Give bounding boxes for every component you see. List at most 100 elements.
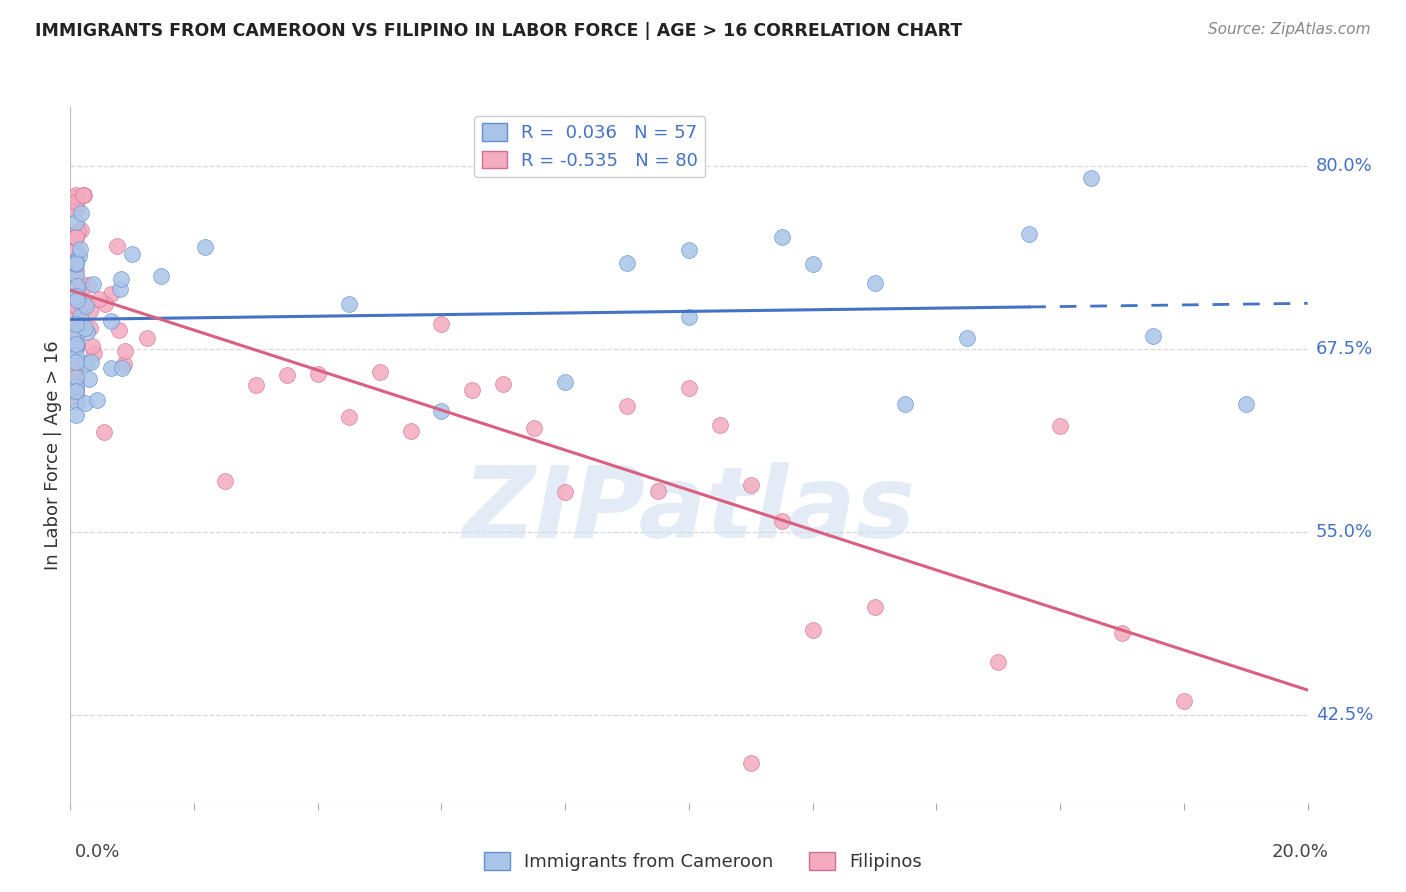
Point — [65, 355, 87, 369]
Point — [1049, 419, 1071, 434]
Point — [65, 230, 87, 244]
Point — [1234, 396, 1257, 410]
Point — [65, 293, 87, 307]
Point — [66, 337, 89, 351]
Point — [65, 288, 87, 302]
Point — [214, 475, 236, 489]
Point — [76, 326, 98, 340]
Point — [65, 357, 87, 371]
Point — [1173, 694, 1195, 708]
Point — [65, 231, 87, 245]
Point — [77, 372, 100, 386]
Point — [430, 317, 453, 331]
Point — [65, 338, 87, 352]
Point — [114, 343, 136, 358]
Point — [65, 341, 87, 355]
Point — [554, 485, 576, 500]
Point — [66, 278, 89, 293]
Point — [492, 377, 515, 392]
Point — [770, 514, 793, 528]
Point — [65, 214, 87, 228]
Point — [65, 359, 87, 374]
Point — [66, 395, 89, 409]
Point — [863, 599, 886, 614]
Point — [194, 240, 217, 254]
Point — [67, 249, 90, 263]
Point — [70, 223, 93, 237]
Point — [678, 310, 700, 324]
Point — [399, 424, 422, 438]
Point — [65, 375, 87, 389]
Point — [956, 330, 979, 344]
Point — [100, 286, 122, 301]
Point — [770, 230, 793, 244]
Point — [461, 384, 484, 398]
Point — [65, 330, 87, 344]
Point — [430, 404, 453, 418]
Point — [523, 421, 546, 435]
Point — [77, 278, 100, 293]
Point — [65, 257, 87, 271]
Point — [65, 188, 87, 202]
Point — [65, 376, 87, 391]
Point — [65, 384, 87, 398]
Point — [65, 284, 87, 298]
Point — [69, 309, 91, 323]
Point — [82, 339, 104, 353]
Point — [149, 269, 172, 284]
Point — [740, 756, 762, 771]
Point — [65, 369, 87, 384]
Point — [863, 276, 886, 290]
Point — [337, 409, 360, 424]
Point — [616, 256, 638, 270]
Point — [66, 287, 89, 301]
Point — [65, 281, 87, 295]
Point — [1142, 329, 1164, 343]
Point — [65, 361, 87, 376]
Point — [65, 389, 87, 403]
Point — [678, 381, 700, 395]
Text: 67.5%: 67.5% — [1316, 340, 1374, 358]
Point — [70, 206, 93, 220]
Point — [894, 397, 917, 411]
Point — [65, 339, 87, 353]
Point — [65, 202, 87, 217]
Point — [76, 294, 98, 309]
Point — [65, 242, 87, 256]
Point — [647, 484, 669, 499]
Point — [75, 355, 97, 369]
Point — [66, 224, 89, 238]
Point — [276, 368, 298, 382]
Point — [82, 277, 104, 292]
Point — [121, 246, 143, 260]
Point — [110, 272, 132, 286]
Point — [65, 336, 87, 351]
Point — [67, 316, 90, 330]
Point — [135, 331, 157, 345]
Point — [65, 290, 87, 304]
Point — [65, 384, 87, 398]
Point — [86, 392, 108, 407]
Point — [87, 292, 110, 306]
Point — [65, 408, 87, 422]
Point — [100, 360, 122, 375]
Point — [65, 379, 87, 393]
Point — [73, 320, 96, 334]
Point — [801, 623, 824, 637]
Text: 55.0%: 55.0% — [1316, 523, 1374, 541]
Point — [1111, 625, 1133, 640]
Point — [111, 361, 134, 376]
Point — [65, 281, 87, 295]
Point — [709, 418, 731, 433]
Point — [245, 378, 267, 392]
Point — [65, 329, 87, 343]
Text: IMMIGRANTS FROM CAMEROON VS FILIPINO IN LABOR FORCE | AGE > 16 CORRELATION CHART: IMMIGRANTS FROM CAMEROON VS FILIPINO IN … — [35, 22, 962, 40]
Point — [1018, 227, 1040, 242]
Point — [94, 296, 117, 310]
Point — [65, 308, 87, 322]
Text: 80.0%: 80.0% — [1316, 157, 1372, 175]
Legend: R =  0.036   N = 57, R = -0.535   N = 80: R = 0.036 N = 57, R = -0.535 N = 80 — [474, 116, 706, 178]
Point — [73, 396, 96, 410]
Point — [65, 349, 87, 363]
Point — [66, 293, 89, 308]
